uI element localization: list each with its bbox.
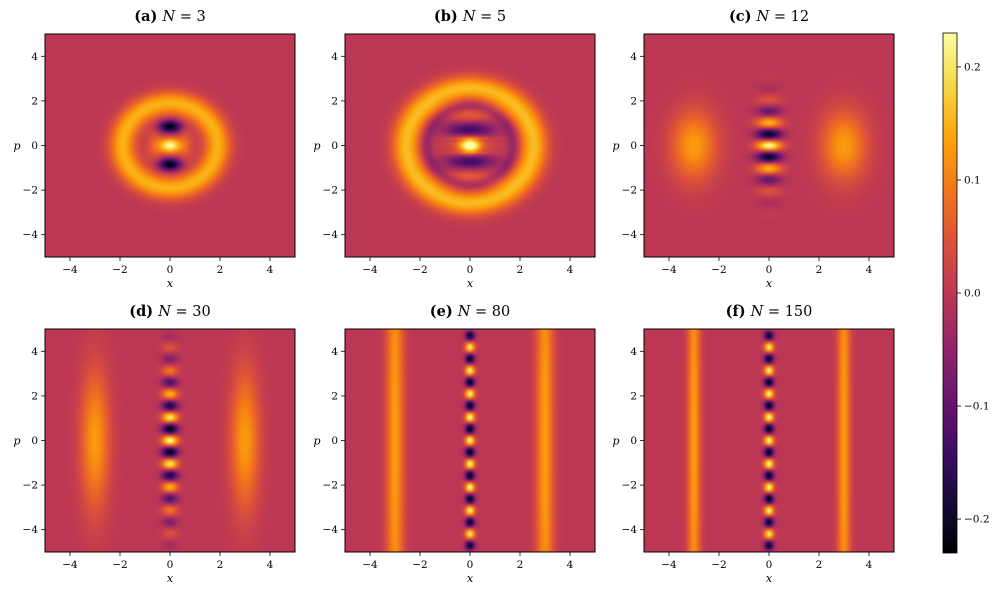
x-tick-label: 4: [567, 264, 574, 276]
x-tick-label: 2: [816, 264, 823, 276]
heatmap-image: [345, 34, 595, 257]
panel-a: −4 −2 0 2 4 −4 −2 0 2 4 x p (a) N = 3: [13, 8, 296, 290]
x-tick-label: 4: [866, 559, 873, 571]
y-tick-label: −4: [323, 229, 339, 241]
heatmap-image: [644, 34, 894, 257]
panel-title: (f) N = 150: [726, 303, 813, 320]
colorbar-tick-label: −0.1: [964, 401, 990, 413]
x-tick-label: 2: [816, 559, 823, 571]
x-tick-label: −4: [362, 264, 378, 276]
x-tick-label: −2: [112, 264, 127, 276]
x-tick-label: 2: [217, 559, 224, 571]
x-tick-label: −4: [661, 559, 677, 571]
y-tick-label: 4: [630, 51, 637, 63]
x-tick-label: −4: [362, 559, 378, 571]
y-tick-label: 0: [630, 140, 637, 152]
heatmap-image: [45, 329, 295, 552]
panel-e: −4 −2 0 2 4 −4 −2 0 2 4 x p (e) N = 80: [313, 303, 596, 585]
x-tick-label: −2: [112, 559, 127, 571]
heatmap-image: [345, 329, 595, 552]
x-tick-label: 2: [517, 264, 524, 276]
panel-title: (a) N = 3: [134, 8, 205, 25]
x-tick-label: 4: [567, 559, 574, 571]
x-tick-label: 2: [217, 264, 224, 276]
y-tick-label: 0: [331, 435, 338, 447]
y-tick-label: −2: [23, 185, 38, 197]
x-axis-label: x: [766, 572, 773, 585]
x-tick-label: 0: [467, 559, 474, 571]
y-axis-label: p: [13, 435, 20, 448]
y-tick-label: 0: [630, 435, 637, 447]
x-tick-label: 0: [766, 264, 773, 276]
y-tick-label: −2: [323, 185, 338, 197]
y-tick-label: 2: [31, 390, 38, 402]
y-tick-label: 2: [630, 390, 637, 402]
y-tick-label: 2: [630, 95, 637, 107]
y-tick-label: 4: [31, 51, 38, 63]
y-tick-label: −4: [323, 524, 339, 536]
colorbar: −0.2 −0.1 0.0 0.1 0.2: [942, 32, 990, 554]
x-tick-label: 4: [267, 264, 274, 276]
panels: −4 −2 0 2 4 −4 −2 0 2 4 x p (a) N = 3 −4 −2 0 2 4 −4 −2 0 2 4 x…: [13, 8, 895, 585]
y-tick-label: 0: [331, 140, 338, 152]
x-tick-label: 4: [267, 559, 274, 571]
y-tick-label: 4: [630, 346, 637, 358]
y-tick-label: 0: [31, 435, 38, 447]
x-tick-label: −4: [62, 559, 78, 571]
y-axis-label: p: [313, 140, 320, 153]
colorbar-gradient: [942, 32, 958, 554]
x-axis-label: x: [167, 277, 174, 290]
x-tick-label: 0: [467, 264, 474, 276]
colorbar-tick-label: −0.2: [964, 514, 990, 526]
y-axis-label: p: [612, 435, 619, 448]
panel-title: (e) N = 80: [430, 303, 511, 320]
y-tick-label: 2: [331, 95, 338, 107]
y-tick-label: −2: [622, 480, 637, 492]
x-axis-label: x: [167, 572, 174, 585]
x-tick-label: −4: [62, 264, 78, 276]
panel-f: −4 −2 0 2 4 −4 −2 0 2 4 x p (f) N = 150: [612, 303, 895, 585]
x-tick-label: 2: [517, 559, 524, 571]
y-tick-label: −4: [622, 524, 638, 536]
y-axis-label: p: [612, 140, 619, 153]
x-axis-label: x: [766, 277, 773, 290]
panel-d: −4 −2 0 2 4 −4 −2 0 2 4 x p (d) N = 30: [13, 303, 296, 585]
x-tick-label: 0: [766, 559, 773, 571]
x-tick-label: −2: [412, 264, 427, 276]
x-tick-label: 4: [866, 264, 873, 276]
x-tick-label: −4: [661, 264, 677, 276]
y-tick-label: 2: [331, 390, 338, 402]
colorbar-tick-label: 0.1: [964, 174, 981, 186]
y-tick-label: −2: [622, 185, 637, 197]
panel-b: −4 −2 0 2 4 −4 −2 0 2 4 x p (b) N = 5: [313, 8, 596, 290]
x-axis-label: x: [467, 572, 474, 585]
colorbar-tick-label: 0.0: [964, 288, 981, 300]
y-tick-label: 2: [31, 95, 38, 107]
panel-title: (b) N = 5: [434, 8, 506, 25]
panel-title: (d) N = 30: [129, 303, 210, 320]
y-tick-label: 4: [31, 346, 38, 358]
x-tick-label: 0: [167, 264, 174, 276]
x-tick-label: 0: [167, 559, 174, 571]
x-axis-label: x: [467, 277, 474, 290]
y-tick-label: −4: [23, 229, 39, 241]
x-tick-label: −2: [711, 264, 726, 276]
y-tick-label: −4: [622, 229, 638, 241]
y-axis-label: p: [313, 435, 320, 448]
panel-c: −4 −2 0 2 4 −4 −2 0 2 4 x p (c) N = 12: [612, 8, 895, 290]
y-tick-label: −2: [23, 480, 38, 492]
heatmap-image: [644, 329, 894, 552]
panel-title: (c) N = 12: [729, 8, 809, 25]
y-tick-label: −4: [23, 524, 39, 536]
x-tick-label: −2: [711, 559, 726, 571]
x-tick-label: −2: [412, 559, 427, 571]
y-axis-label: p: [13, 140, 20, 153]
y-tick-label: 4: [331, 51, 338, 63]
heatmap-image: [45, 34, 295, 257]
y-tick-label: −2: [323, 480, 338, 492]
y-tick-label: 4: [331, 346, 338, 358]
colorbar-tick-label: 0.2: [964, 61, 981, 73]
y-tick-label: 0: [31, 140, 38, 152]
